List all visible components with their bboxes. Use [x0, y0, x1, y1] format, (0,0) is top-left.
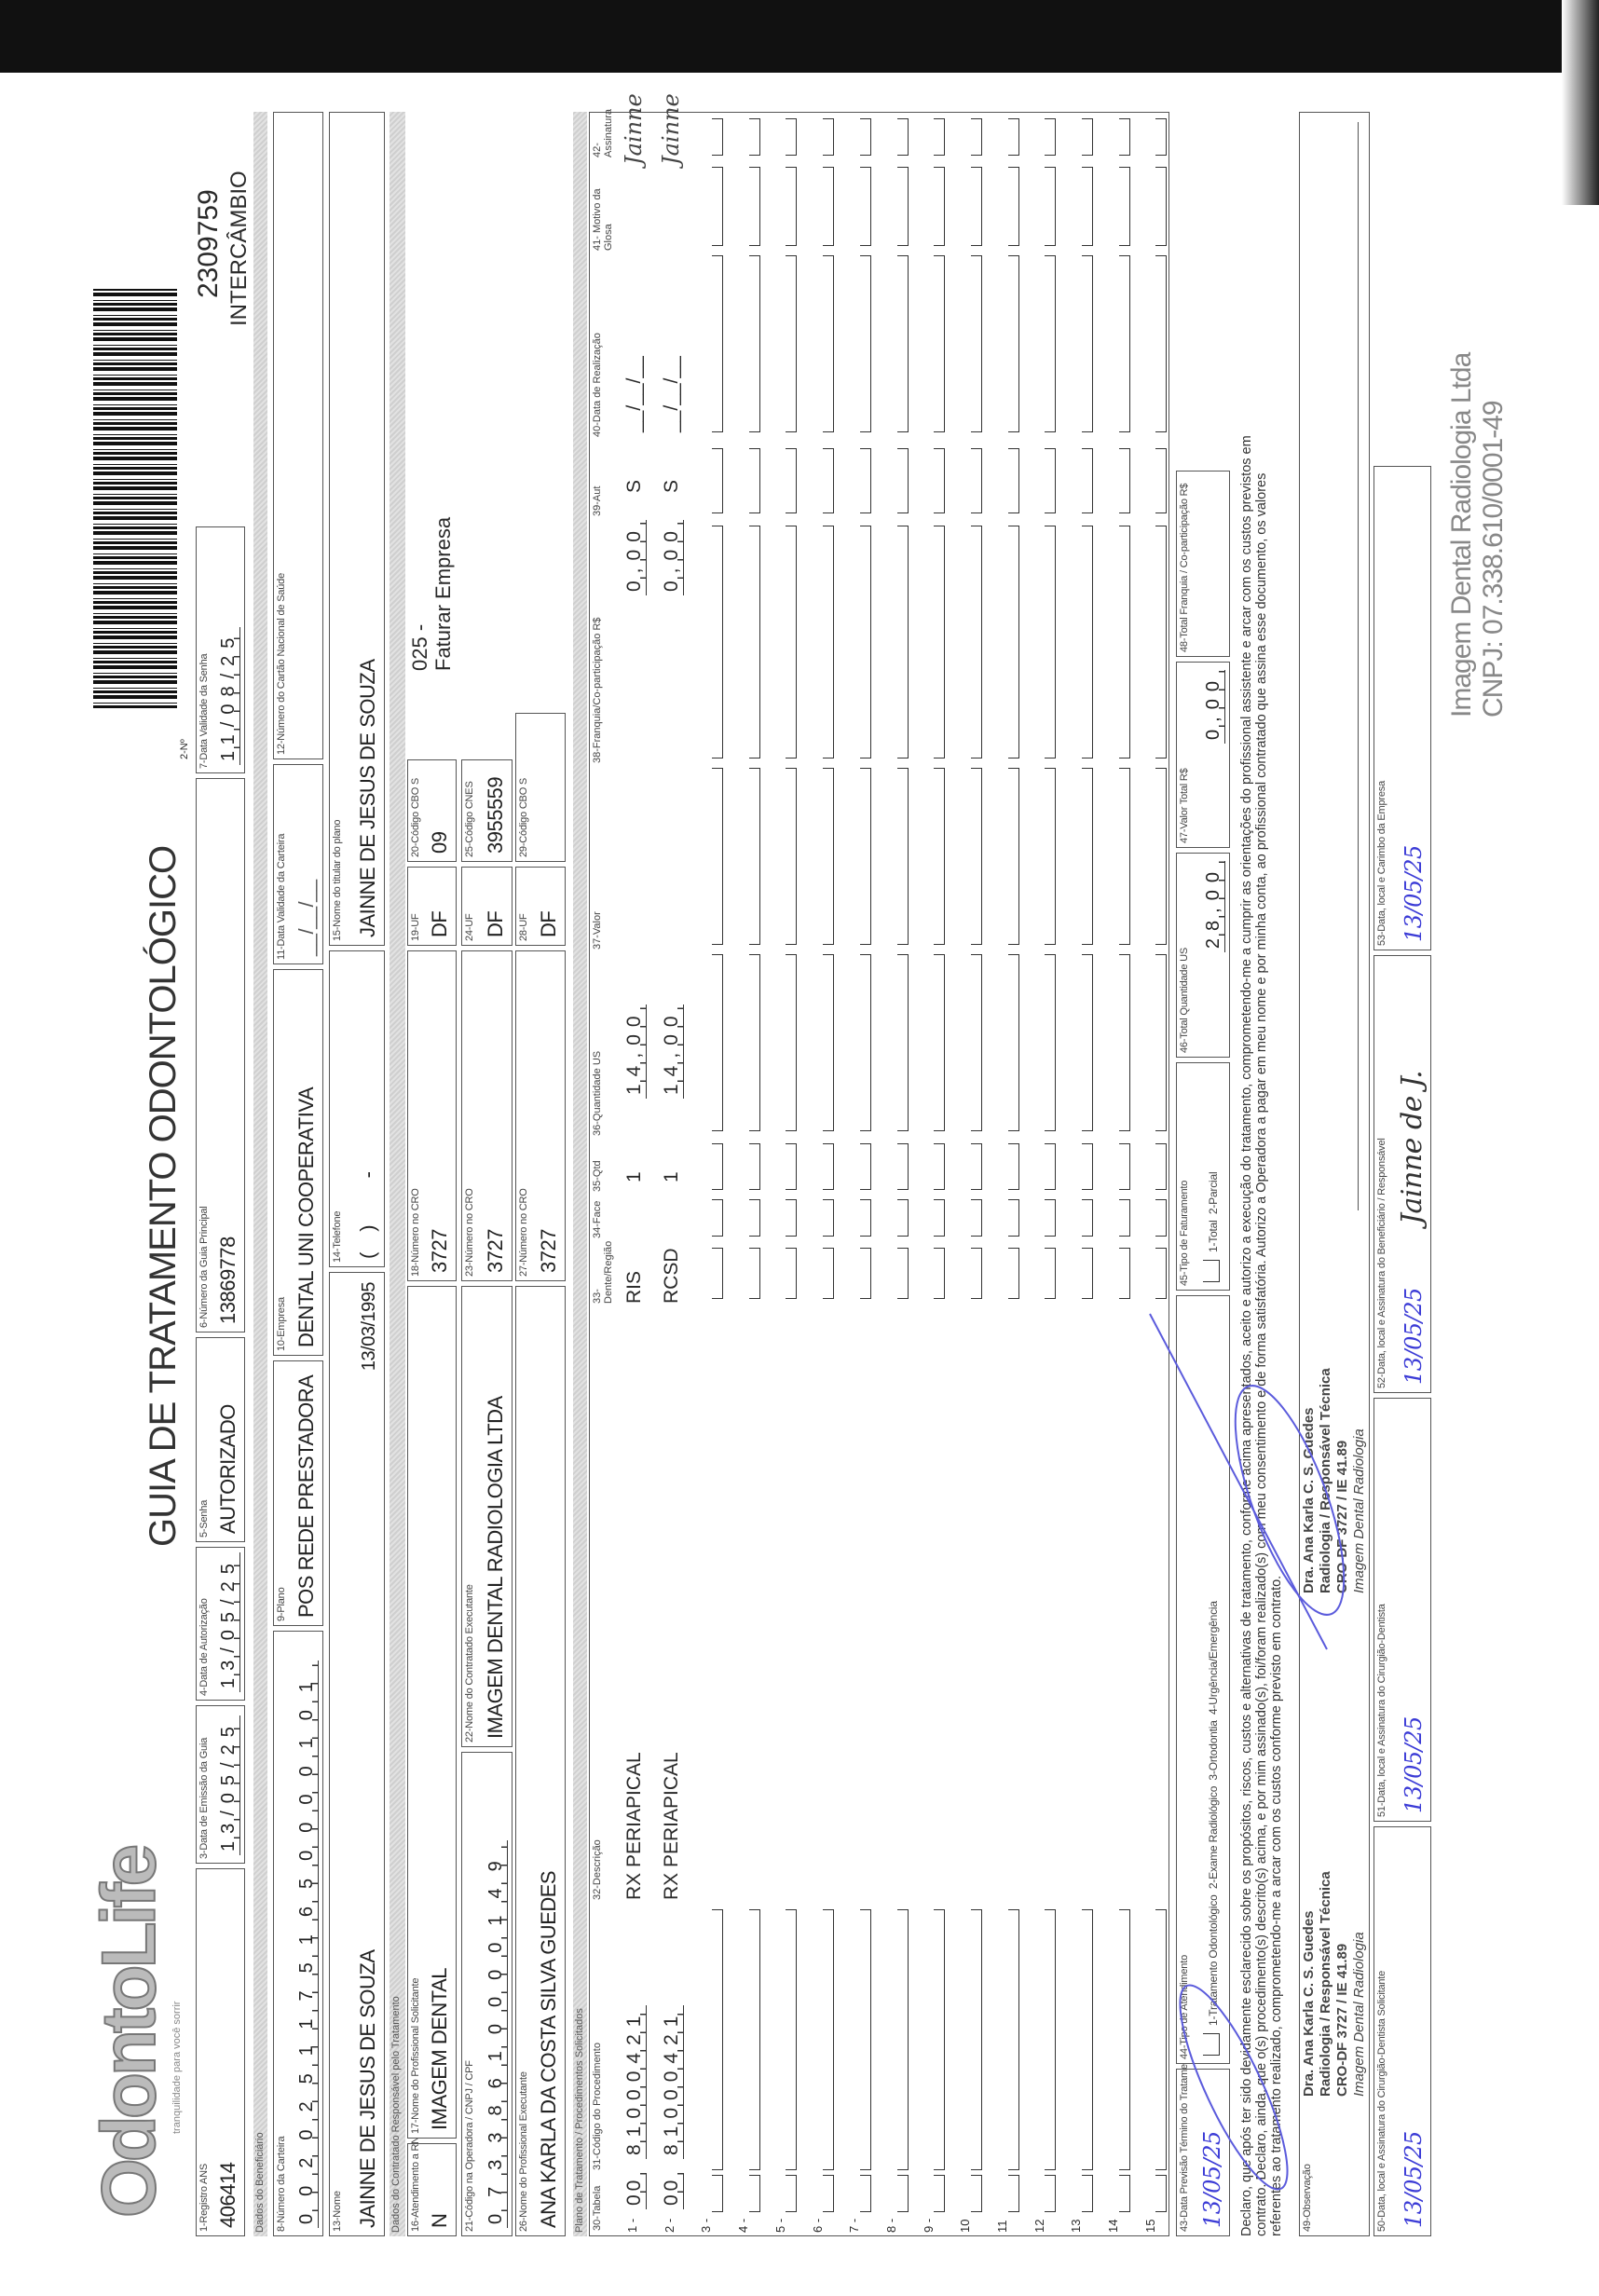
pen-scribbles: [1149, 1313, 1346, 2191]
pen-stroke: [1149, 1313, 1328, 1650]
dental-treatment-guide-form: OdontoLife tranquilidade para você sorri…: [86, 84, 1541, 2246]
scan-border-right: [1562, 0, 1599, 205]
pen-stroke: [1234, 1385, 1346, 1616]
pen-stroke: [1179, 1984, 1289, 2191]
scan-border: [0, 0, 1599, 73]
